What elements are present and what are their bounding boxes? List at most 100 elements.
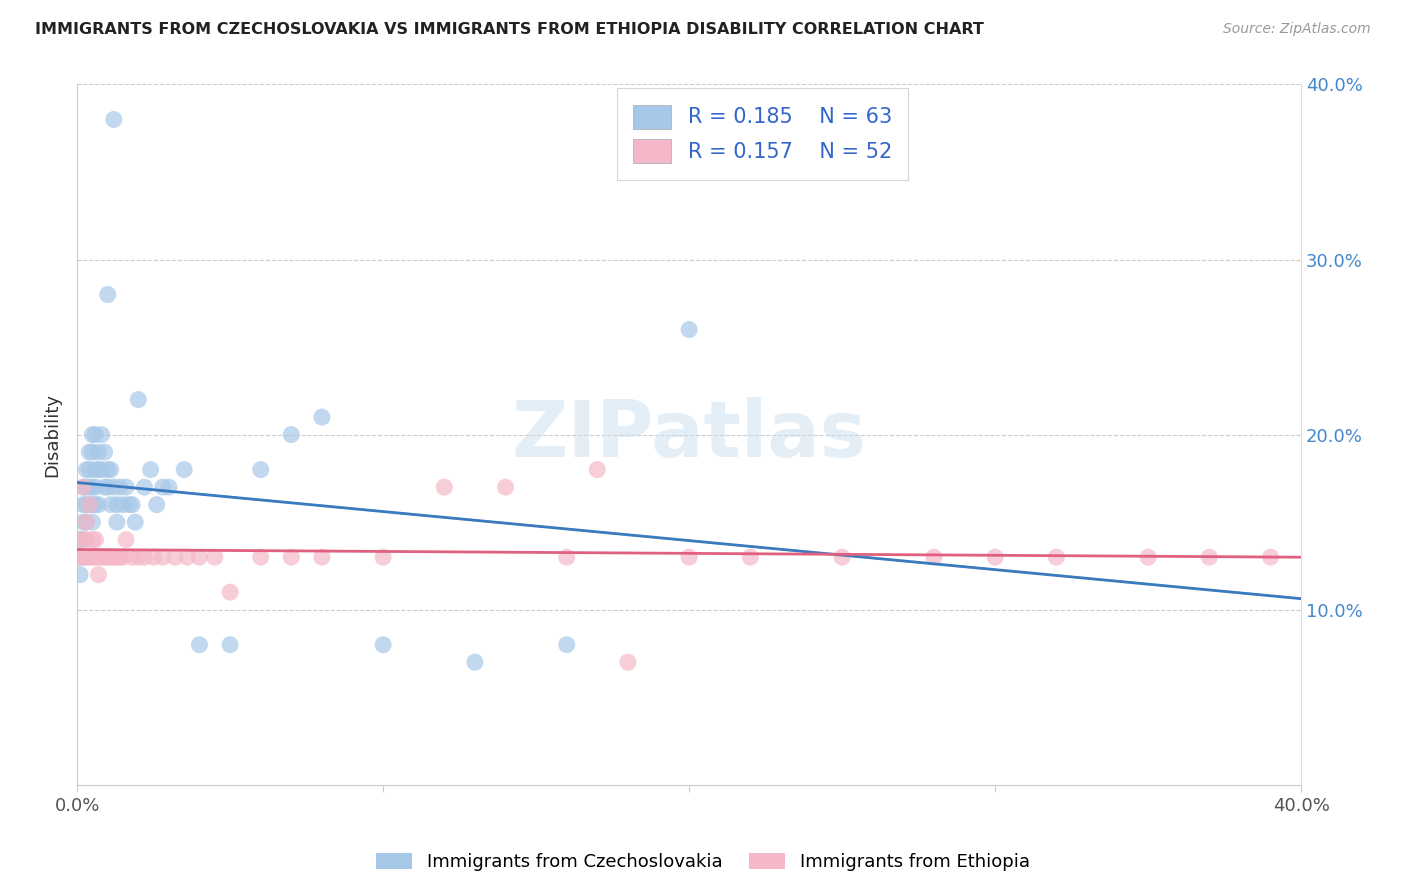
Point (72, 515, 94, 529)
Point (75, 515, 97, 529)
Point (127, 392, 149, 407)
Point (97, 462, 120, 476)
Point (75, 498, 97, 512)
Point (72, 498, 94, 512)
Point (97, 287, 120, 301)
Point (1137, 550, 1160, 565)
Point (75, 515, 97, 529)
Point (111, 498, 134, 512)
Point (134, 480, 156, 494)
Point (87, 445, 110, 459)
Point (371, 638, 394, 652)
Point (280, 427, 302, 442)
Point (103, 550, 125, 565)
Point (371, 550, 394, 565)
Point (69, 533, 91, 547)
Point (464, 655, 486, 669)
Point (82, 515, 104, 529)
Point (87, 550, 110, 565)
Point (105, 515, 128, 529)
Point (100, 550, 122, 565)
Text: IMMIGRANTS FROM CZECHOSLOVAKIA VS IMMIGRANTS FROM ETHIOPIA DISABILITY CORRELATIO: IMMIGRANTS FROM CZECHOSLOVAKIA VS IMMIGR… (35, 22, 984, 37)
Point (984, 550, 1007, 565)
Point (82, 427, 104, 442)
Y-axis label: Disability: Disability (44, 392, 60, 476)
Point (121, 498, 143, 512)
Point (79, 462, 101, 476)
Point (311, 410, 333, 425)
Text: ZIPatlas: ZIPatlas (512, 397, 866, 473)
Point (90, 550, 112, 565)
Point (75, 462, 97, 476)
Point (82, 550, 104, 565)
Point (115, 480, 138, 494)
Point (82, 533, 104, 547)
Point (72, 550, 94, 565)
Point (219, 638, 242, 652)
Point (105, 550, 128, 565)
Point (311, 550, 333, 565)
Point (831, 550, 853, 565)
Point (82, 498, 104, 512)
Point (93, 550, 115, 565)
Point (433, 480, 456, 494)
Point (219, 585, 242, 599)
Point (90, 462, 112, 476)
Point (103, 112, 125, 127)
Legend: Immigrants from Czechoslovakia, Immigrants from Ethiopia: Immigrants from Czechoslovakia, Immigran… (368, 846, 1038, 879)
Point (97, 550, 120, 565)
Point (72, 550, 94, 565)
Point (84, 480, 107, 494)
Point (69, 550, 91, 565)
Point (121, 550, 143, 565)
Point (103, 480, 125, 494)
Point (69, 550, 91, 565)
Point (555, 550, 578, 565)
Point (280, 550, 302, 565)
Point (555, 638, 578, 652)
Point (1045, 550, 1067, 565)
Point (79, 498, 101, 512)
Point (97, 480, 120, 494)
Point (204, 550, 226, 565)
Point (139, 462, 162, 476)
Point (145, 498, 167, 512)
Point (495, 480, 517, 494)
Point (188, 638, 211, 652)
Point (82, 445, 104, 459)
Point (124, 515, 146, 529)
Point (87, 498, 110, 512)
Point (84, 550, 107, 565)
Point (111, 550, 134, 565)
Point (157, 480, 180, 494)
Legend: R = 0.185    N = 63, R = 0.157    N = 52: R = 0.185 N = 63, R = 0.157 N = 52 (617, 87, 908, 179)
Point (93, 480, 115, 494)
Point (75, 533, 97, 547)
Point (72, 480, 94, 494)
Point (163, 550, 186, 565)
Point (69, 567, 91, 582)
Point (87, 567, 110, 582)
Point (152, 480, 174, 494)
Point (84, 462, 107, 476)
Point (72, 533, 94, 547)
Point (84, 498, 107, 512)
Point (79, 445, 101, 459)
Point (249, 550, 271, 565)
Point (75, 480, 97, 494)
Point (188, 550, 211, 565)
Point (127, 550, 149, 565)
Point (249, 462, 271, 476)
Point (586, 462, 609, 476)
Point (75, 550, 97, 565)
Text: Source: ZipAtlas.com: Source: ZipAtlas.com (1223, 22, 1371, 37)
Point (740, 550, 762, 565)
Point (617, 655, 640, 669)
Point (69, 533, 91, 547)
Point (142, 550, 165, 565)
Point (84, 427, 107, 442)
Point (678, 550, 700, 565)
Point (115, 533, 138, 547)
Point (79, 480, 101, 494)
Point (173, 462, 195, 476)
